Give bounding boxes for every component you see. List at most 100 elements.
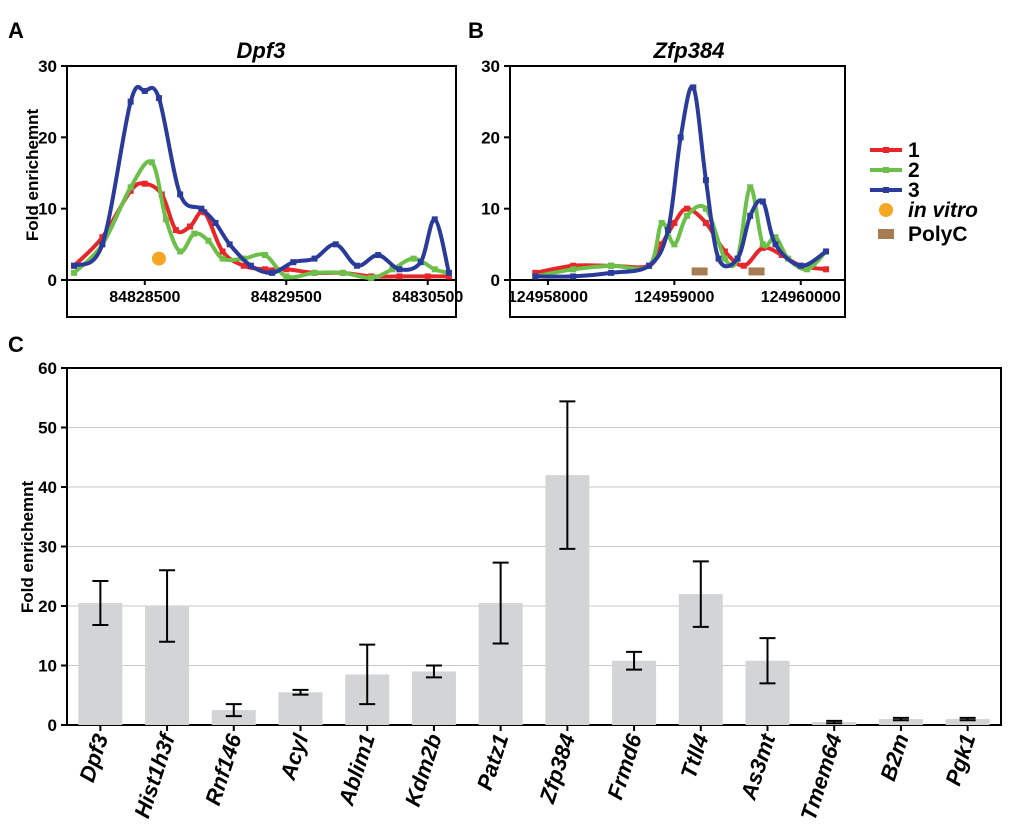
chart-b-polyc-marker <box>691 267 708 276</box>
chart-a-series-2-line <box>72 159 451 280</box>
chart-b-series-3-point <box>608 269 615 276</box>
chart-a-series-3-point <box>269 269 276 276</box>
chart-a-series-3-point <box>375 252 382 259</box>
chart-b-x-tick-label: 124958000 <box>508 289 588 306</box>
chart-a-series-2-point <box>410 255 417 262</box>
chart-b-series-2-point <box>721 255 728 262</box>
chart-a-series-3-point <box>127 98 134 105</box>
chart-c-category-label: Zfp384 <box>534 731 580 807</box>
chart-a-series-3-point <box>155 95 162 102</box>
chart-c-category-label: Tmem64 <box>796 731 847 824</box>
chart-b-series-2-point <box>804 266 811 273</box>
chart-c-category-label: Hist1h3f <box>129 728 180 821</box>
chart-a-series-2-point <box>127 184 134 191</box>
legend-series-1-label: 1 <box>908 139 920 162</box>
chart-b-series-3-point <box>715 255 722 262</box>
chart-a-series-3-point <box>290 259 297 266</box>
chart-c-category-label: Patz1 <box>472 731 514 793</box>
chart-b-series-3-point <box>702 177 709 184</box>
legend-in-vitro-swatch <box>879 203 893 217</box>
chart-c-category-label: Dpf3 <box>74 731 113 785</box>
chart-a-series-2-point <box>71 269 78 276</box>
chart-c-category-label: Acyl <box>275 730 314 784</box>
chart-b-series-1-point <box>740 262 747 269</box>
chart-a-series-2-point <box>219 255 226 262</box>
chart-c-y-tick-label: 50 <box>38 419 57 438</box>
chart-a-series-2-point <box>431 266 438 273</box>
chart-a-y-tick-label: 30 <box>38 57 57 76</box>
chart-c-bar <box>278 692 323 725</box>
chart-c-category-label: Pgk1 <box>940 731 980 789</box>
chart-c-y-tick-label: 10 <box>38 657 57 676</box>
chart-a: Dpf3 Fold enrichemnt 0 10 20 30 84828500 8482… <box>23 38 463 318</box>
chart-a-series-3-point <box>226 241 233 248</box>
chart-c-y-tick-label: 30 <box>38 538 57 557</box>
chart-a-x-tick-label: 84830500 <box>392 289 463 306</box>
chart-b-series-2-point <box>608 262 615 269</box>
chart-b: Zfp384 0 10 20 30 124958000 124959000 12496000… <box>481 38 846 318</box>
chart-b-series-3-point <box>823 248 830 255</box>
chart-a-y-tick-label: 0 <box>48 271 57 290</box>
chart-a-series-3-point <box>417 259 424 266</box>
chart-a-series-2-point <box>389 266 396 273</box>
chart-b-series-3-point <box>690 84 697 91</box>
chart-a-series-1-point <box>141 180 148 187</box>
chart-a-plot: 0 10 20 30 84828500 84829500 84830500 <box>38 57 463 318</box>
chart-a-title: Dpf3 <box>237 38 286 63</box>
legend-series-2-label: 2 <box>908 159 920 182</box>
chart-a-series-1-point <box>424 273 431 280</box>
chart-a-series-3-point <box>212 219 219 226</box>
chart-c-category-label: Ablim1 <box>333 731 380 809</box>
chart-a-x-tick-label: 84829500 <box>251 289 322 306</box>
legend-in-vitro-label: in vitro <box>908 199 978 222</box>
chart-c-plot: 0 10 20 30 40 50 60 Dpf3 Hist1h3f Rnf146 Acyl Ablim… <box>38 359 1002 824</box>
chart-a-series-1-point <box>240 262 247 269</box>
chart-a-series-1-point <box>219 248 226 255</box>
chart-a-series-3-point <box>198 205 205 212</box>
legend-series-3-label: 3 <box>908 179 920 202</box>
chart-b-series-1-line <box>533 206 829 275</box>
chart-b-series-1-point <box>532 269 539 276</box>
chart-a-series-3-point <box>431 216 438 223</box>
chart-b-series-2-point <box>759 241 766 248</box>
chart-a-series-2-point <box>205 237 212 244</box>
chart-a-series-3-line <box>72 84 451 275</box>
chart-a-series-1-point <box>187 223 194 230</box>
chart-b-series-2-point <box>772 234 779 241</box>
chart-b-series-2-point <box>671 241 678 248</box>
chart-b-series-2-point <box>658 219 665 226</box>
chart-a-series-2-point <box>262 252 269 259</box>
chart-b-y-tick-label: 30 <box>481 57 500 76</box>
chart-a-series-3-point <box>353 262 360 269</box>
chart-c-bar <box>411 671 456 725</box>
chart-b-y-tick-label: 10 <box>481 200 500 219</box>
chart-b-series-3-point <box>646 262 653 269</box>
chart-b-x-tick-label: 124959000 <box>634 289 714 306</box>
chart-b-y-tick-label: 0 <box>491 271 500 290</box>
chart-a-series-3-point <box>141 87 148 94</box>
chart-a-series-1-point <box>99 234 106 241</box>
legend-series-1-point <box>883 147 889 153</box>
chart-a-series-1-point <box>262 266 269 273</box>
chart-b-series-1-point <box>671 219 678 226</box>
chart-c-bar <box>211 710 256 725</box>
chart-a-x-tick-label: 84828500 <box>109 289 180 306</box>
chart-a-series-1-point <box>172 227 179 234</box>
chart-b-series-3-point <box>734 255 741 262</box>
chart-a-series-3-point <box>247 262 254 269</box>
chart-b-series-2-point <box>747 184 754 191</box>
chart-b-series-3-point <box>797 262 804 269</box>
chart-c-y-tick-label: 40 <box>38 478 57 497</box>
chart-c-y-tick-label: 20 <box>38 597 57 616</box>
chart-a-y-tick-label: 10 <box>38 200 57 219</box>
chart-a-series-1-line <box>72 181 451 279</box>
legend-series-3-point <box>883 187 889 193</box>
chart-a-in-vitro-marker <box>151 251 166 266</box>
chart-c-bar <box>612 660 657 725</box>
chart-c-bar <box>945 719 990 725</box>
chart-a-ylabel: Fold enrichemnt <box>23 109 42 242</box>
legend-polyc-swatch <box>878 229 894 239</box>
chart-b-series-1-point <box>683 205 690 212</box>
chart-a-series-3-point <box>332 241 339 248</box>
